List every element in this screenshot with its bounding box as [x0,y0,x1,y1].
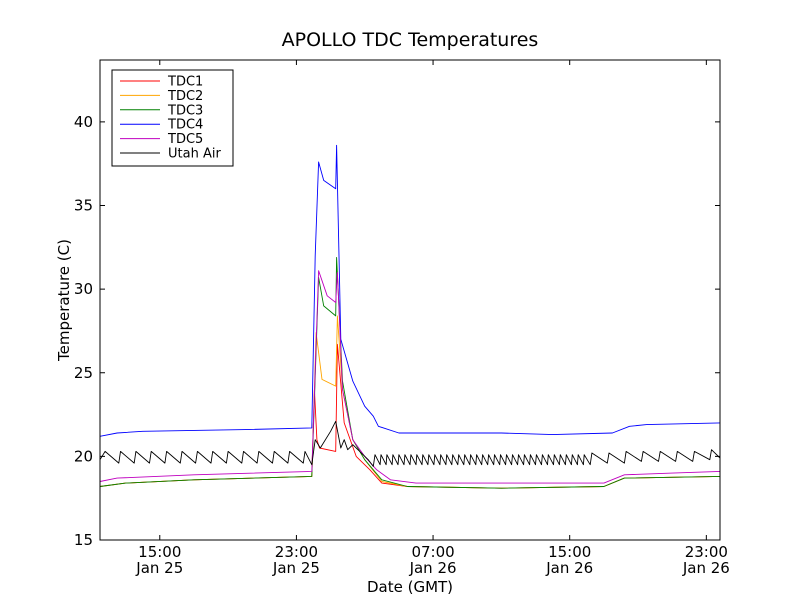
legend-label-tdc4: TDC4 [167,118,203,133]
legend-label-tdc1: TDC1 [167,75,203,90]
series-line-tdc4 [99,144,721,437]
x-tick-label-time: 07:00 [411,543,454,561]
series-line-tdc1 [99,343,721,489]
series-layer [99,144,721,489]
plot-frame [99,59,721,541]
y-tick-label: 25 [74,364,93,382]
x-tick-label-date: Jan 25 [272,559,320,577]
legend-label-tdc2: TDC2 [167,89,203,104]
x-axis-label: Date (GMT) [367,578,453,596]
y-tick-label: 15 [74,531,93,549]
series-line-tdc3 [99,256,721,489]
x-tick-label-time: 23:00 [275,543,318,561]
legend-label-tdc5: TDC5 [167,132,203,147]
legend-label-tdc3: TDC3 [167,103,203,118]
y-tick-label: 20 [74,447,93,465]
series-line-tdc5 [99,270,721,484]
legend-label-utah-air: Utah Air [168,147,221,162]
x-tick-label-date: Jan 26 [409,559,457,577]
legend-frame [111,69,234,167]
x-tick-label-time: 15:00 [548,543,591,561]
y-tick-label: 35 [74,197,93,215]
series-line-utah-air [99,420,721,467]
x-tick-label-time: 15:00 [138,543,181,561]
y-tick-label: 40 [74,113,93,131]
x-tick-label-date: Jan 26 [682,559,730,577]
x-tick-label-date: Jan 25 [135,559,183,577]
x-tick-label-date: Jan 26 [545,559,593,577]
y-axis-label: Temperature (C) [55,239,73,362]
chart-title: APOLLO TDC Temperatures [282,29,539,51]
y-tick-label: 30 [74,280,93,298]
x-tick-label-time: 23:00 [685,543,728,561]
